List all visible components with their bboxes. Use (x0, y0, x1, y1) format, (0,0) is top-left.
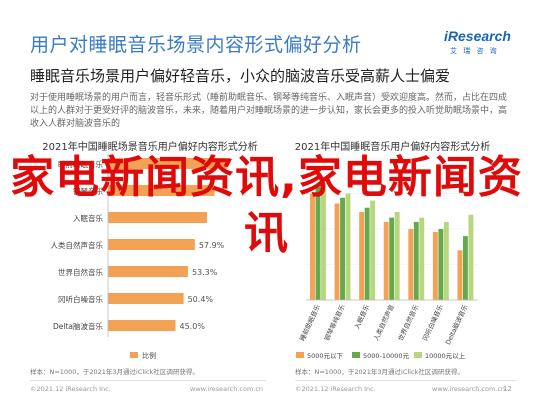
left-bar-value: 57.9% (199, 241, 225, 250)
left-category-label: 人类自然声音乐 (51, 240, 104, 250)
right-bar (432, 231, 438, 300)
right-category-label: 冈听白噪音乐 (420, 303, 445, 343)
right-legend-label: 5000元以下 (307, 352, 344, 360)
left-legend-label: 比例 (142, 351, 156, 360)
right-category-label: 人类自然声音 (371, 303, 396, 343)
right-category-label: 世界自然音乐 (396, 303, 421, 343)
left-source: ©2021.12 iResearch Inc. (30, 385, 111, 393)
left-bar (108, 320, 176, 331)
left-chart-title: 2021年中国睡眠场景音乐用户偏好内容形式分析 (42, 142, 258, 153)
right-bar (443, 221, 449, 300)
right-legend-swatch (352, 352, 360, 358)
right-bar (334, 203, 340, 300)
right-source: ©2021.12 iResearch Inc. (295, 385, 376, 393)
right-footnote: 样本：N=1000，于2021年3月通过iClick社区调研获得。 (295, 368, 464, 376)
right-bar (340, 197, 346, 300)
right-category-label: 钢琴等纯音乐 (322, 303, 347, 343)
right-bar (383, 221, 389, 300)
right-bar (462, 236, 468, 300)
right-bar (321, 183, 326, 300)
left-category-label: 钢琴音乐 (73, 186, 103, 196)
left-category-label: 入眠音乐 (73, 213, 103, 223)
right-legend-swatch (296, 352, 304, 358)
page-number: 12 (503, 385, 512, 393)
right-bar (359, 211, 365, 300)
right-bar (345, 193, 351, 300)
right-bar (370, 200, 376, 300)
left-bar (108, 239, 195, 250)
right-chart-title: 2021年中国睡眠音乐用户偏好内容形式分析 (294, 142, 491, 153)
right-bar (310, 193, 315, 300)
right-source-url: www.iresearch.com.cn (432, 385, 506, 393)
right-bar (419, 217, 425, 300)
right-category-label: 睡前助眠音乐 (297, 303, 322, 343)
left-bar (108, 185, 215, 196)
right-bar (315, 186, 321, 300)
right-legend-label: 5000-10000元 (363, 352, 410, 360)
left-category-label: 世界自然音乐 (58, 267, 103, 277)
right-bar (413, 221, 419, 300)
left-bar-value: 53.3% (192, 268, 218, 277)
left-bar (108, 158, 227, 169)
left-bar (108, 212, 207, 223)
right-bar (389, 217, 395, 300)
right-bar (394, 211, 400, 300)
left-legend-swatch (130, 352, 138, 358)
right-legend-swatch (414, 352, 422, 358)
right-category-label: 入眠音乐 (352, 303, 371, 331)
right-bar (364, 207, 370, 300)
left-bar-value: 45.0% (180, 322, 206, 331)
right-category-label: Delta脑波音乐 (443, 303, 470, 347)
right-divider (295, 380, 517, 381)
left-bar-value: 50.4% (188, 295, 214, 304)
logo-sub: 艾 瑞 咨 询 (450, 47, 499, 55)
left-source-url: www.iresearch.com.cn (190, 385, 264, 393)
page-title: 用户对睡眠音乐场景内容形式偏好分析 (30, 34, 362, 56)
left-divider (30, 380, 266, 381)
left-category-label: 冈听白噪音乐 (58, 294, 103, 304)
left-footnote: 样本：N=1000，于2021年3月通过iClick社区调研获得。 (30, 368, 199, 376)
right-bar (408, 229, 414, 300)
left-bar (108, 266, 188, 277)
left-bar (108, 293, 184, 304)
page-subtitle: 睡眠音乐场景用户偏好轻音乐，小众的脑波音乐受高薪人士偏爱 (30, 67, 451, 85)
right-bar (438, 229, 444, 300)
watermark-overlay: 家电新闻资讯,家电新闻资讯 (10, 152, 523, 259)
right-bar (468, 214, 474, 300)
right-bar (457, 250, 463, 300)
iresearch-logo: iResearch 艾 瑞 咨 询 (444, 24, 514, 55)
logo-brand: iResearch (444, 28, 511, 44)
left-category-label: Delta脑波音乐 (53, 321, 104, 331)
left-category-label: 睡前助眠音乐 (58, 159, 103, 169)
right-legend-label: 10000元以上 (425, 351, 466, 360)
summary-paragraph: 对于使用睡眠场景的用户而言，轻音乐形式（睡前助眠音乐、钢琴等纯音乐、入眠声音）受… (30, 93, 508, 129)
